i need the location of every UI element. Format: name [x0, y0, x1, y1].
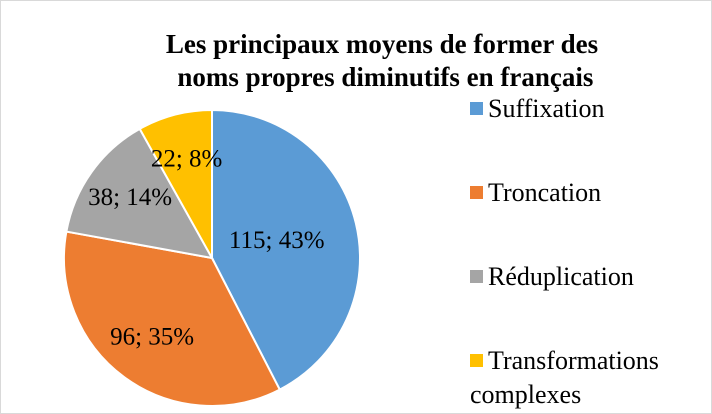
legend-item: Réduplication: [470, 260, 700, 294]
pie-slice: [63, 230, 282, 407]
legend-swatch: [470, 186, 483, 199]
data-label: 22; 8%: [151, 145, 223, 172]
pie-slice: [211, 108, 361, 391]
data-label: 115; 43%: [229, 227, 325, 254]
legend-item: Troncation: [470, 176, 700, 210]
pie-slice: [65, 127, 214, 260]
legend-label: Suffixation: [488, 94, 605, 123]
data-label: 96; 35%: [110, 324, 194, 351]
legend-item: Transformations complexes: [470, 344, 695, 412]
legend-swatch: [470, 270, 483, 283]
data-label: 38; 14%: [88, 184, 172, 211]
legend-label: Troncation: [488, 178, 602, 207]
legend-label: Réduplication: [488, 262, 634, 291]
legend-item: Suffixation: [470, 92, 700, 126]
chart-title: Les principaux moyens de former des noms…: [166, 29, 598, 92]
pie-slice: [138, 108, 213, 262]
legend-swatch: [470, 102, 483, 115]
legend-label: Transformations complexes: [470, 346, 659, 409]
legend-swatch: [470, 354, 483, 367]
